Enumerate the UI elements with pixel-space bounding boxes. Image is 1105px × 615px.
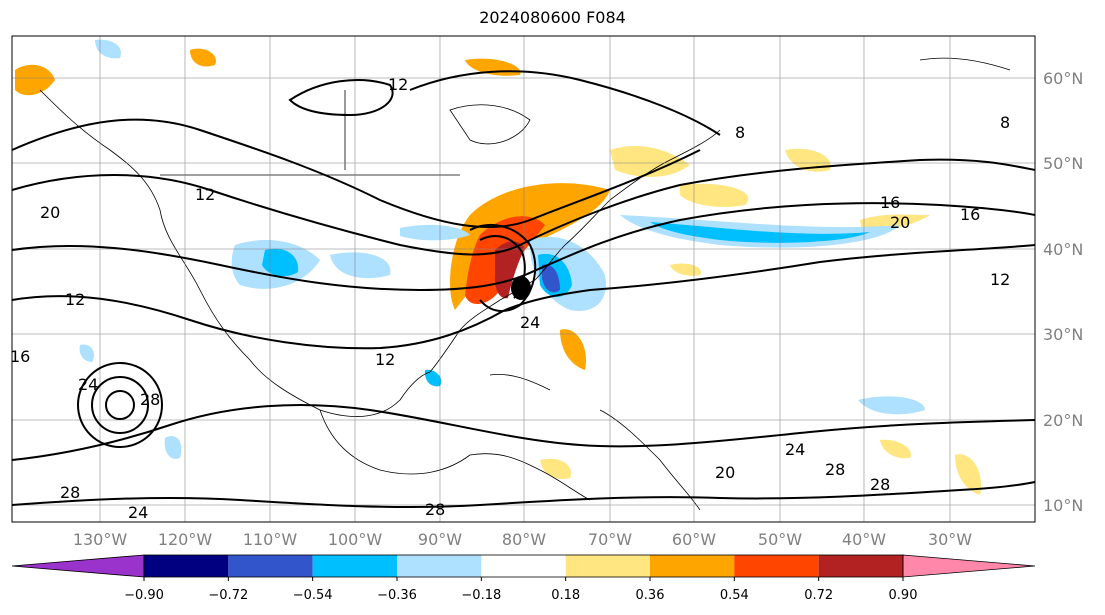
contour-label: 12 (195, 185, 215, 204)
colorbar-tick-label: 0.54 (720, 588, 749, 603)
contour-lines (11, 70, 1036, 509)
contour-label: 20 (40, 203, 60, 222)
contour-label: 8 (1000, 113, 1010, 132)
colorbar-tick-label: 0.90 (889, 588, 918, 603)
lon-label: 70°W (588, 530, 632, 549)
contour-label: 12 (990, 270, 1010, 289)
colorbar-arrow-high (902, 554, 1036, 578)
lon-label: 80°W (502, 530, 546, 549)
lat-label: 30°N (1043, 325, 1083, 344)
contour-labels: 12 8 16 20 16 12 16 24 28 28 24 12 20 24… (10, 75, 1010, 522)
contour-label: 28 (140, 390, 160, 409)
contour-label: 20 (715, 463, 735, 482)
colorbar-segment (650, 555, 735, 577)
lat-label: 60°N (1043, 69, 1083, 88)
lon-label: 60°W (672, 530, 716, 549)
colorbar-tick-label: −0.36 (377, 588, 417, 603)
contour-label: 12 (388, 75, 408, 94)
contour-label: 16 (960, 205, 980, 224)
contour-label: 28 (60, 483, 80, 502)
lat-label: 40°N (1043, 240, 1083, 259)
contour-label: 12 (375, 350, 395, 369)
colorbar-segment (565, 555, 650, 577)
positive-shading (15, 48, 981, 495)
colorbar-segment (734, 555, 819, 577)
colorbar-tick-label: 0.72 (804, 588, 833, 603)
colorbar-segment (144, 555, 229, 577)
colorbar-tick-label: −0.90 (124, 588, 164, 603)
lat-label: 20°N (1043, 411, 1083, 430)
contour-label: 24 (520, 313, 540, 332)
colorbar-arrow-low (11, 554, 145, 578)
colorbar-segment (818, 555, 903, 577)
colorbar-segment (397, 555, 482, 577)
map-frame (11, 35, 1036, 523)
colorbar-segment (228, 555, 313, 577)
map-title: 2024080600 F084 (479, 8, 626, 27)
contour-label: 28 (425, 500, 445, 519)
colorbar: −0.90 −0.72 −0.54 −0.36 −0.18 0.18 0.36 0.54 0.7… (11, 554, 1036, 603)
lon-label: 110°W (243, 530, 298, 549)
lon-label: 30°W (928, 530, 972, 549)
colorbar-segment (481, 555, 566, 577)
colorbar-tick-label: −0.18 (461, 588, 501, 603)
contour-label: 28 (870, 475, 890, 494)
colorbar-tick-label: 0.18 (551, 588, 580, 603)
contour-label: 24 (78, 375, 98, 394)
lat-label: 50°N (1043, 154, 1083, 173)
contour-label: 12 (65, 290, 85, 309)
latitude-labels: 60°N 50°N 40°N 30°N 20°N 10°N (1043, 69, 1083, 515)
lon-label: 90°W (418, 530, 462, 549)
colorbar-tick-label: −0.54 (293, 588, 333, 603)
contour-label: 24 (128, 503, 148, 522)
contour-label: 16 (880, 193, 900, 212)
lon-label: 40°W (842, 530, 886, 549)
contour-label: 20 (890, 213, 910, 232)
contour-label: 8 (735, 123, 745, 142)
contour-label: 28 (825, 460, 845, 479)
longitude-labels: 130°W 120°W 110°W 100°W 90°W 80°W 70°W 6… (73, 530, 972, 549)
colorbar-tick-label: −0.72 (208, 588, 248, 603)
contour-label: 16 (10, 347, 30, 366)
lon-label: 130°W (73, 530, 128, 549)
colorbar-tick-label: 0.36 (636, 588, 665, 603)
colorbar-segment (312, 555, 397, 577)
lon-label: 100°W (328, 530, 383, 549)
colorbar-outline (143, 554, 904, 578)
lat-label: 10°N (1043, 496, 1083, 515)
negative-shading (79, 39, 925, 459)
lon-label: 120°W (158, 530, 213, 549)
lon-label: 50°W (758, 530, 802, 549)
contour-label: 24 (785, 440, 805, 459)
